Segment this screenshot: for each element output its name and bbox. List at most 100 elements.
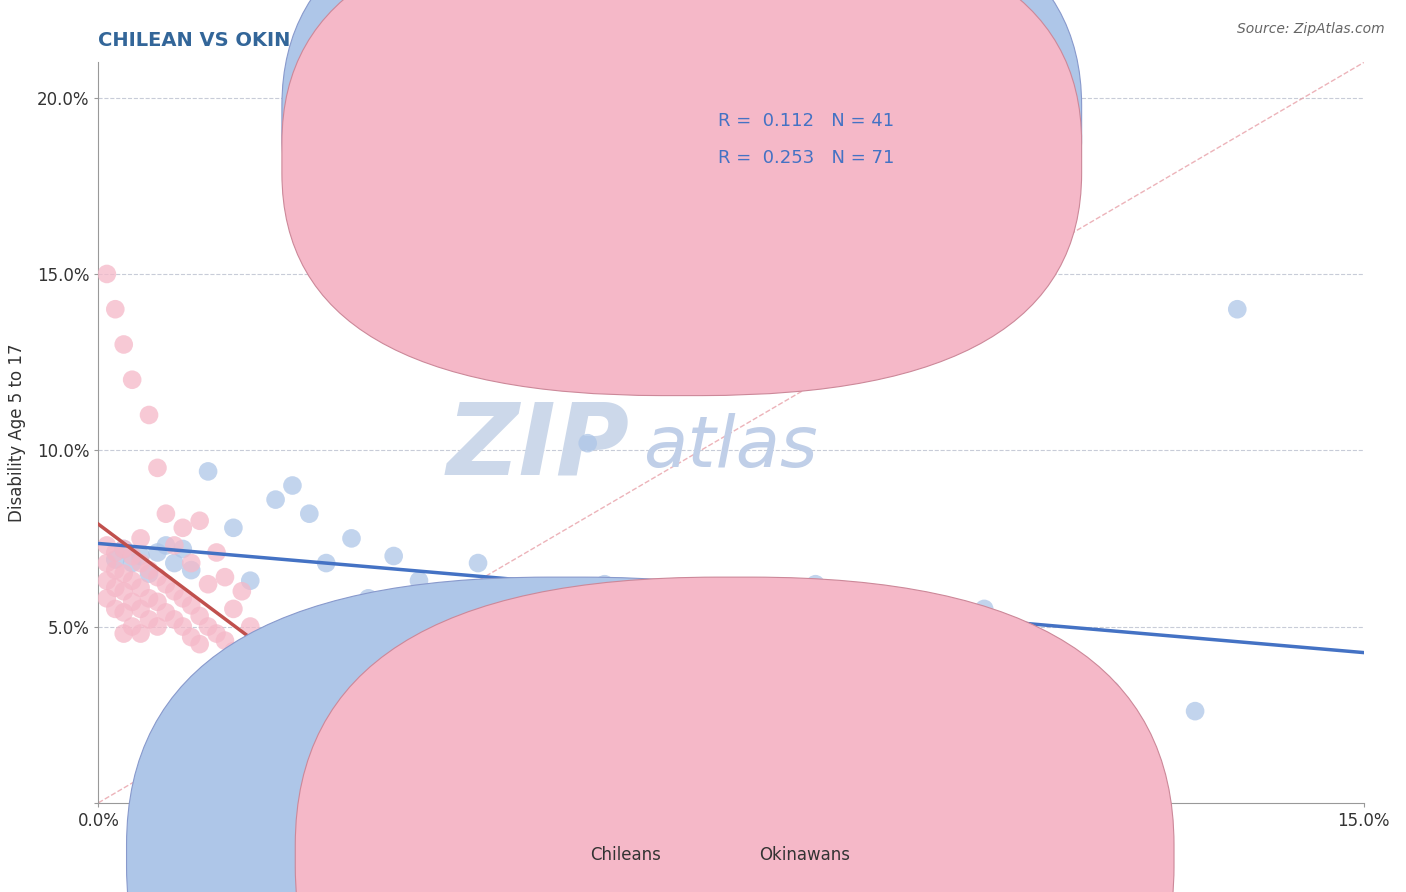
- Point: [163, 538, 186, 552]
- Point: [112, 541, 135, 556]
- Point: [298, 507, 321, 521]
- Point: [239, 574, 262, 588]
- Point: [323, 704, 346, 718]
- Point: [188, 514, 211, 528]
- Point: [264, 492, 287, 507]
- Point: [155, 606, 177, 620]
- Text: R =  0.112   N = 41: R = 0.112 N = 41: [718, 112, 894, 130]
- Point: [104, 552, 127, 566]
- Point: [172, 619, 194, 633]
- Point: [121, 574, 143, 588]
- Point: [104, 563, 127, 577]
- Point: [846, 626, 869, 640]
- Text: Chileans: Chileans: [591, 847, 661, 864]
- Point: [112, 584, 135, 599]
- Point: [231, 648, 253, 662]
- Point: [222, 521, 245, 535]
- Point: [112, 566, 135, 581]
- Point: [104, 602, 127, 616]
- Point: [315, 556, 337, 570]
- Point: [121, 595, 143, 609]
- Point: [138, 566, 160, 581]
- Point: [180, 630, 202, 644]
- Point: [492, 602, 515, 616]
- Point: [804, 577, 827, 591]
- Point: [273, 680, 295, 694]
- Point: [889, 662, 911, 676]
- Point: [138, 591, 160, 606]
- Point: [163, 612, 186, 626]
- Point: [138, 408, 160, 422]
- Point: [163, 556, 186, 570]
- Point: [188, 609, 211, 624]
- Point: [408, 574, 430, 588]
- Point: [138, 563, 160, 577]
- Text: CHILEAN VS OKINAWAN DISABILITY AGE 5 TO 17 CORRELATION CHART: CHILEAN VS OKINAWAN DISABILITY AGE 5 TO …: [98, 30, 868, 50]
- Point: [129, 626, 152, 640]
- Point: [146, 570, 169, 584]
- Point: [138, 612, 160, 626]
- Point: [281, 478, 304, 492]
- Point: [180, 563, 202, 577]
- Point: [720, 655, 742, 669]
- Point: [762, 673, 785, 687]
- Point: [593, 577, 616, 591]
- Point: [112, 626, 135, 640]
- Point: [1184, 704, 1206, 718]
- Point: [146, 545, 169, 559]
- Point: [222, 644, 245, 658]
- Text: ZIP: ZIP: [447, 399, 630, 496]
- Point: [180, 556, 202, 570]
- Point: [1015, 732, 1038, 747]
- Point: [340, 532, 363, 546]
- Point: [121, 549, 143, 563]
- FancyBboxPatch shape: [281, 0, 1081, 359]
- Point: [172, 521, 194, 535]
- Point: [146, 619, 169, 633]
- Point: [112, 541, 135, 556]
- Point: [973, 602, 995, 616]
- Point: [256, 669, 278, 683]
- Point: [96, 538, 118, 552]
- Text: atlas: atlas: [643, 413, 817, 482]
- Point: [121, 556, 143, 570]
- Point: [129, 532, 152, 546]
- Point: [374, 707, 396, 722]
- Point: [155, 538, 177, 552]
- Point: [96, 591, 118, 606]
- Point: [467, 556, 489, 570]
- Point: [197, 577, 219, 591]
- FancyBboxPatch shape: [281, 0, 1081, 395]
- Point: [526, 584, 548, 599]
- Point: [96, 574, 118, 588]
- Point: [121, 619, 143, 633]
- Point: [205, 626, 228, 640]
- Point: [96, 556, 118, 570]
- Point: [264, 673, 287, 687]
- Point: [382, 549, 405, 563]
- Point: [222, 602, 245, 616]
- Point: [163, 584, 186, 599]
- Text: R =  0.253   N = 71: R = 0.253 N = 71: [718, 149, 894, 167]
- Point: [129, 549, 152, 563]
- Point: [104, 302, 127, 317]
- Point: [121, 373, 143, 387]
- Point: [155, 577, 177, 591]
- Point: [197, 464, 219, 478]
- Point: [231, 584, 253, 599]
- Point: [357, 690, 380, 704]
- Point: [180, 599, 202, 613]
- Point: [441, 612, 464, 626]
- Point: [112, 606, 135, 620]
- Point: [104, 545, 127, 559]
- Point: [146, 461, 169, 475]
- Point: [172, 541, 194, 556]
- Point: [172, 591, 194, 606]
- Point: [155, 507, 177, 521]
- FancyBboxPatch shape: [636, 92, 997, 192]
- Point: [146, 595, 169, 609]
- Point: [931, 648, 953, 662]
- Point: [188, 637, 211, 651]
- Point: [205, 545, 228, 559]
- Point: [129, 602, 152, 616]
